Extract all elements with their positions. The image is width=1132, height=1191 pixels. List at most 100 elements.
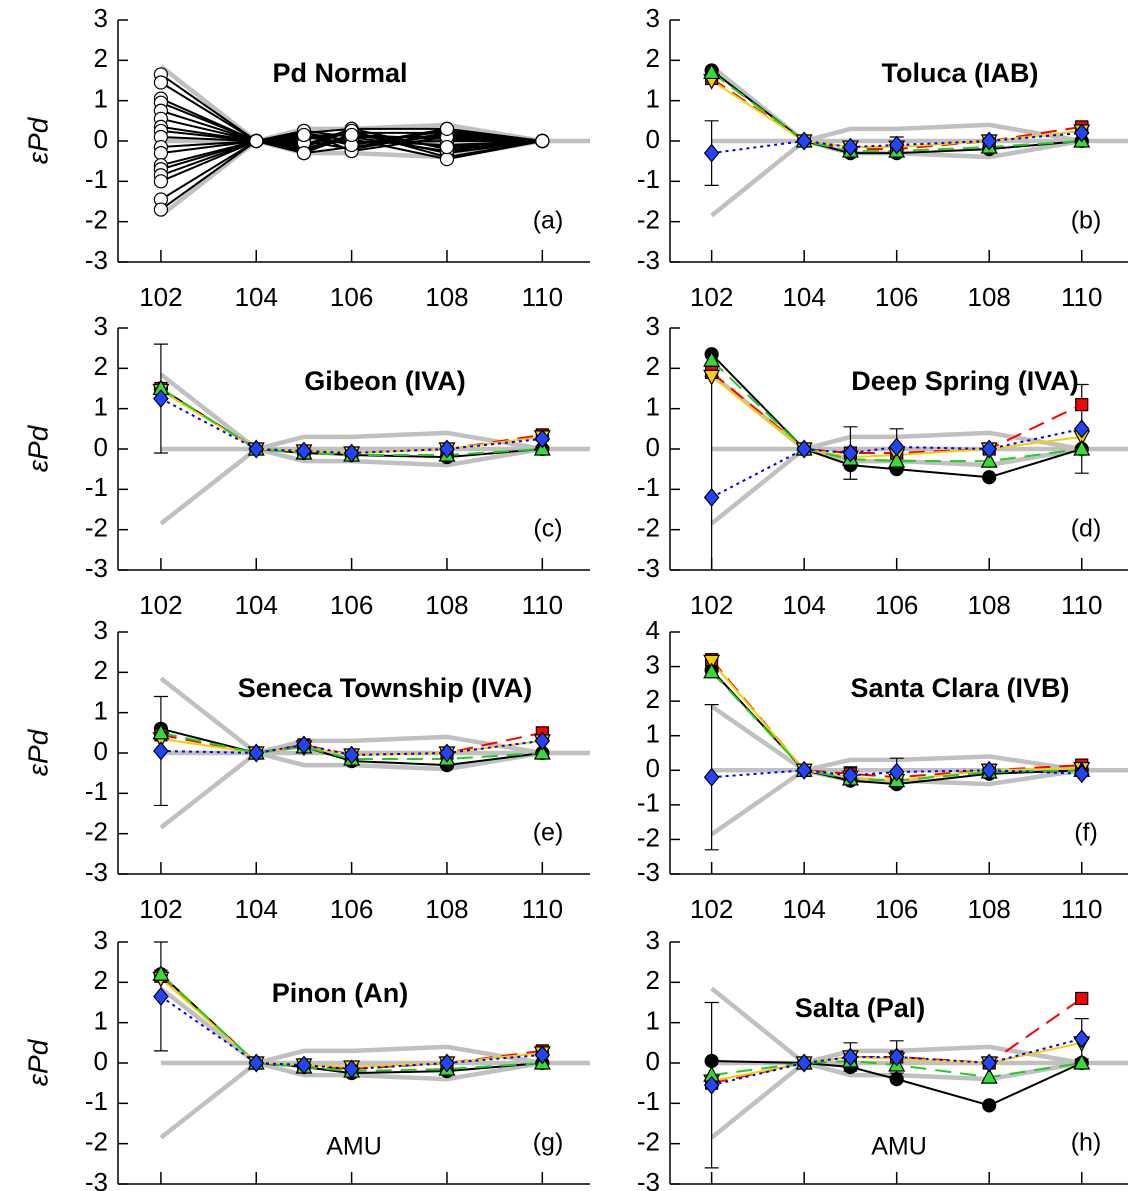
x-tick-label: 110 — [522, 894, 563, 924]
envelope-line — [159, 372, 543, 452]
marker — [439, 743, 455, 763]
plot-area — [152, 941, 590, 1140]
x-tick-label: 102 — [139, 282, 182, 312]
panel-label: (f) — [1074, 819, 1098, 847]
marker — [248, 439, 265, 459]
y-tick-label: 0 — [646, 432, 660, 462]
marker — [249, 133, 264, 149]
y-tick-label: 2 — [646, 43, 660, 73]
series-line — [710, 659, 1082, 779]
series-line — [160, 995, 543, 1071]
marker — [439, 121, 455, 136]
panel-title: Toluca (IAB) — [882, 58, 1039, 88]
marker — [153, 987, 169, 1006]
series-line — [710, 359, 1082, 463]
marker — [796, 760, 812, 780]
envelope-line — [710, 704, 1083, 773]
axis-annotation: AMU — [871, 1133, 927, 1161]
x-tick-label: 108 — [425, 590, 468, 620]
panel-title: Salta (Pal) — [795, 993, 926, 1023]
x-tick-label: 108 — [968, 282, 1011, 312]
y-tick-label: -3 — [637, 1167, 660, 1191]
marker — [153, 389, 169, 409]
marker — [888, 135, 905, 155]
x-tick-label: 102 — [139, 590, 182, 620]
marker — [343, 1059, 360, 1079]
y-tick-label: 3 — [94, 615, 108, 645]
panel-label: (a) — [533, 207, 564, 235]
marker — [703, 767, 720, 787]
y-tick-label: 0 — [94, 432, 108, 462]
series-line — [710, 671, 1082, 782]
y-tick-label: 0 — [94, 736, 108, 766]
y-tick-label: 1 — [646, 84, 660, 114]
envelope-line — [159, 446, 543, 526]
y-tick-label: 3 — [94, 3, 108, 33]
marker — [981, 760, 997, 780]
series-line — [711, 71, 1082, 153]
marker — [343, 443, 360, 463]
y-tick-label: 4 — [646, 615, 660, 645]
series-line — [711, 131, 1082, 155]
marker — [981, 1053, 997, 1073]
marker — [534, 731, 551, 751]
series-line — [711, 1059, 1082, 1079]
panel: -3 -2 -1 0 1 2 3 εPd Pinon (An) (g) AMU — [22, 925, 590, 1191]
x-tick-label: 106 — [330, 894, 373, 924]
marker — [153, 174, 169, 189]
y-tick-label: 3 — [94, 311, 108, 341]
marker — [703, 662, 721, 679]
panel-title: Santa Clara (IVB) — [850, 673, 1069, 703]
marker — [153, 202, 169, 217]
y-tick-label: -2 — [637, 205, 660, 235]
marker — [1073, 1053, 1091, 1070]
marker — [796, 439, 812, 459]
y-tick-label: -2 — [637, 1127, 660, 1157]
panel: -3 -2 -1 0 1 2 3 4 102 104 106 108 110 Santa Clara (I… — [637, 615, 1128, 924]
x-tick-label: 108 — [968, 590, 1011, 620]
x-tick-label: 104 — [235, 282, 278, 312]
y-tick-label: 3 — [646, 925, 660, 955]
y-tick-label: -3 — [85, 857, 108, 887]
x-tick-label: 106 — [330, 282, 373, 312]
x-tick-label: 110 — [522, 590, 563, 620]
marker — [1073, 439, 1091, 456]
y-axis-label: εPd — [22, 1038, 53, 1086]
y-tick-label: -1 — [85, 472, 108, 502]
x-tick-label: 110 — [1061, 282, 1102, 312]
marker — [296, 1055, 312, 1075]
marker — [535, 133, 550, 149]
y-tick-label: 0 — [646, 1046, 660, 1076]
marker — [1073, 1029, 1090, 1049]
series-line — [160, 129, 543, 155]
marker — [981, 439, 997, 459]
y-tick-label: -2 — [85, 1127, 108, 1157]
envelope-line — [159, 64, 543, 144]
x-tick-label: 108 — [968, 894, 1011, 924]
plot-area — [703, 986, 1128, 1169]
y-tick-label: 3 — [94, 925, 108, 955]
panel-label: (c) — [533, 515, 562, 543]
marker — [153, 146, 169, 161]
x-tick-label: 104 — [235, 590, 278, 620]
marker — [534, 1045, 551, 1065]
envelope-line — [710, 446, 1083, 526]
marker — [980, 1067, 998, 1084]
panel: -3 -2 -1 0 1 2 3 102 104 106 108 110 Toluca (IAB) (b) — [637, 3, 1128, 312]
plot-area — [152, 343, 590, 526]
x-tick-label: 102 — [139, 894, 182, 924]
x-tick-label: 102 — [690, 282, 733, 312]
panel: -3 -2 -1 0 1 2 3 Salta (Pal) (h) AMU — [637, 925, 1128, 1191]
panel-title: Pinon (An) — [272, 978, 408, 1008]
y-tick-label: -3 — [85, 245, 108, 275]
marker — [152, 964, 170, 981]
marker — [703, 487, 720, 507]
axis-annotation: AMU — [326, 1133, 382, 1161]
panel-label: (h) — [1071, 1129, 1102, 1157]
marker — [703, 1075, 720, 1095]
x-tick-label: 106 — [875, 894, 918, 924]
series-line — [711, 1059, 1083, 1107]
x-tick-label: 110 — [522, 282, 563, 312]
series-line — [160, 131, 543, 147]
marker — [296, 441, 312, 461]
